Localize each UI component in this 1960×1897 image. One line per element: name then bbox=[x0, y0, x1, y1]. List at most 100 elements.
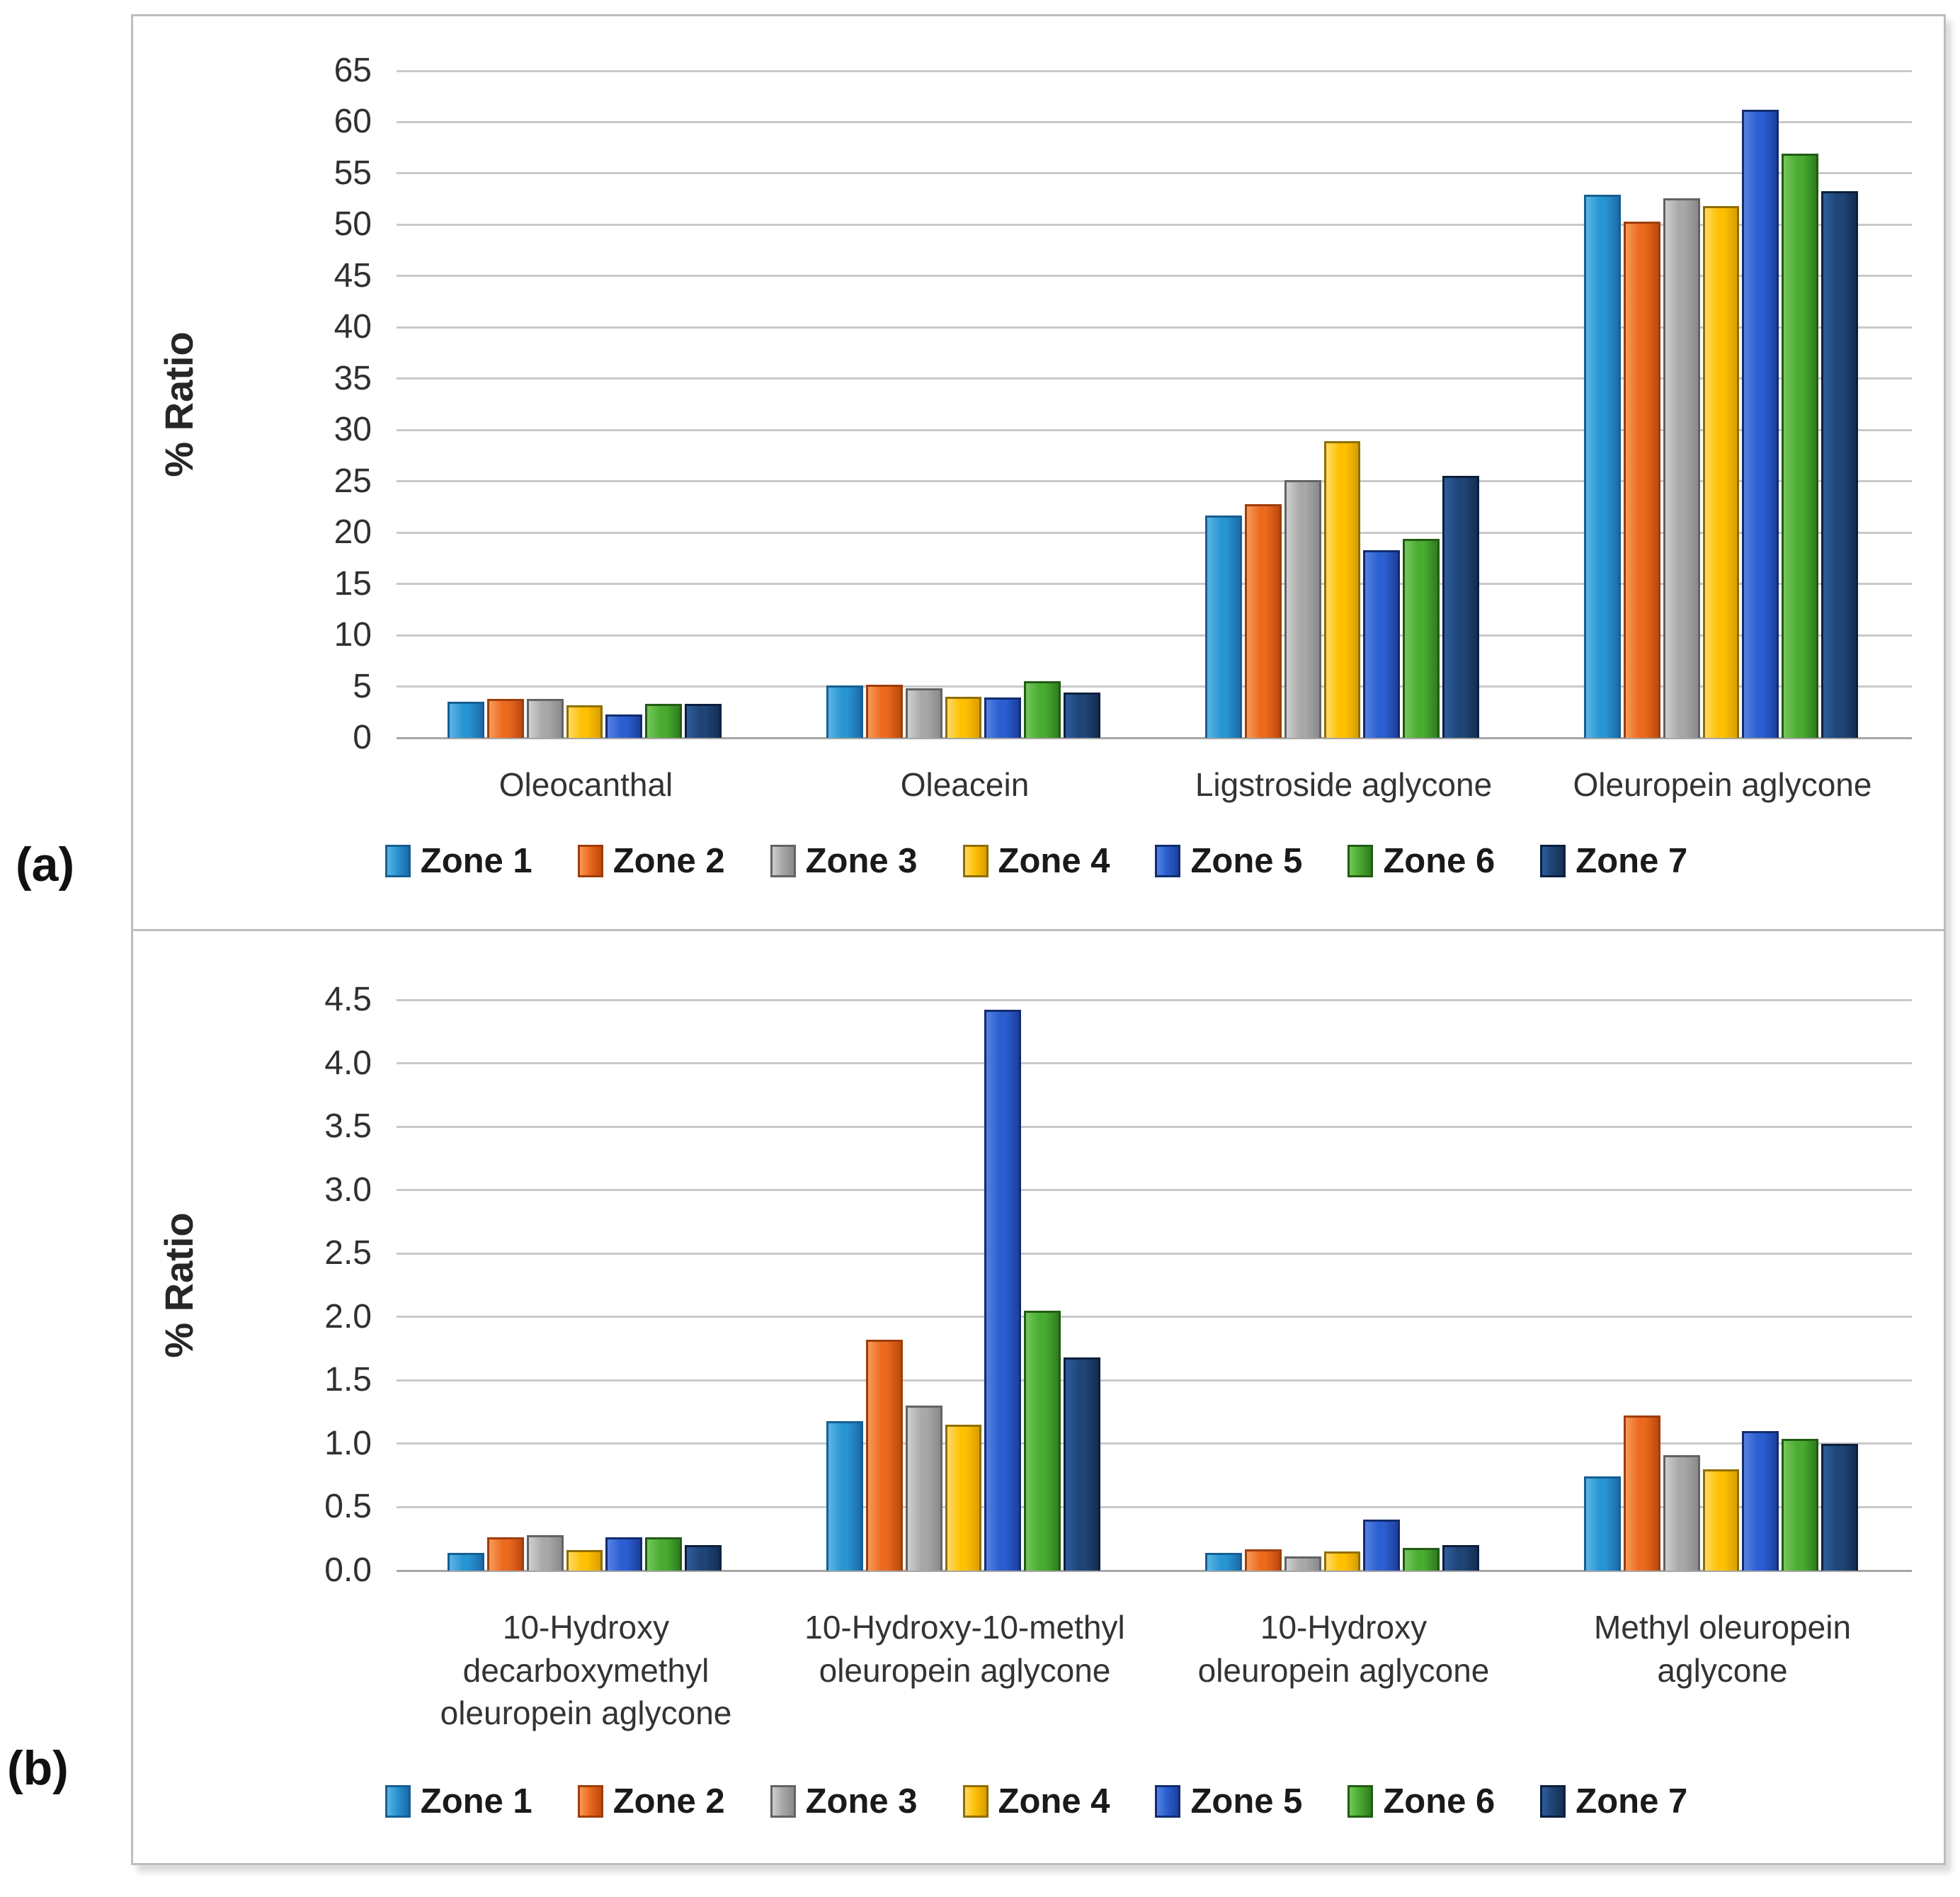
y-gridline bbox=[397, 480, 1912, 483]
bar-zone7-cat2 bbox=[1063, 693, 1100, 738]
y-tick-label: 10 bbox=[334, 616, 372, 654]
bar-zone7-cat1 bbox=[684, 1545, 722, 1571]
x-axis-baseline bbox=[397, 1569, 1912, 1572]
legend-swatch-icon bbox=[1540, 1785, 1566, 1818]
legend-swatch-icon bbox=[1348, 1785, 1374, 1818]
bar-zone7-cat4 bbox=[1821, 1443, 1858, 1571]
bar-zone2-cat3 bbox=[1245, 1549, 1282, 1571]
y-gridline bbox=[397, 1442, 1912, 1445]
legend-swatch-icon bbox=[962, 845, 988, 877]
x-axis-baseline bbox=[397, 736, 1912, 739]
bar-zone1-cat4 bbox=[1584, 195, 1621, 738]
y-tick-label: 35 bbox=[334, 359, 372, 397]
y-tick-label: 1.5 bbox=[324, 1361, 372, 1399]
y-gridline bbox=[397, 1125, 1912, 1128]
y-gridline bbox=[397, 69, 1912, 72]
bar-zone7-cat3 bbox=[1442, 476, 1479, 738]
bar-zone1-cat3 bbox=[1205, 1552, 1242, 1571]
bar-zone5-cat4 bbox=[1742, 1430, 1779, 1571]
y-tick-label: 0.5 bbox=[324, 1488, 372, 1526]
legend-label: Zone 6 bbox=[1383, 1782, 1495, 1821]
y-tick-label: 65 bbox=[334, 52, 372, 89]
y-tick-label: 25 bbox=[334, 462, 372, 500]
y-tick-label: 15 bbox=[334, 564, 372, 603]
bar-zone2-cat2 bbox=[866, 684, 903, 738]
y-gridline bbox=[397, 1252, 1912, 1255]
bar-zone5-cat1 bbox=[605, 1537, 643, 1571]
panel-b-letter: (b) bbox=[7, 1741, 69, 1795]
legend-swatch-icon bbox=[1348, 845, 1374, 877]
bar-zone4-cat2 bbox=[945, 1425, 982, 1571]
y-gridline bbox=[397, 120, 1912, 123]
bar-zone4-cat4 bbox=[1702, 1469, 1740, 1571]
bar-zone3-cat4 bbox=[1663, 1455, 1700, 1571]
y-gridline bbox=[397, 583, 1912, 586]
legend-label: Zone 3 bbox=[805, 1782, 918, 1821]
legend-swatch-icon bbox=[384, 845, 411, 877]
y-tick-label: 30 bbox=[334, 411, 372, 449]
bar-zone1-cat4 bbox=[1584, 1476, 1621, 1571]
x-category-label: 10-Hydroxy decarboxymethyl oleuropein ag… bbox=[440, 1609, 732, 1732]
x-category-label: Oleocanthal bbox=[498, 766, 673, 803]
bar-zone1-cat2 bbox=[826, 685, 863, 738]
legend-swatch-icon bbox=[384, 1785, 411, 1818]
bar-zone5-cat3 bbox=[1363, 1520, 1401, 1571]
bar-zone4-cat4 bbox=[1702, 206, 1740, 738]
legend-label: Zone 1 bbox=[420, 1782, 532, 1821]
bar-zone2-cat3 bbox=[1245, 503, 1282, 738]
legend-item-zone3: Zone 3 bbox=[770, 1782, 918, 1821]
legend-label: Zone 7 bbox=[1576, 1782, 1688, 1821]
y-gridline bbox=[397, 1316, 1912, 1318]
bar-zone2-cat4 bbox=[1624, 1415, 1660, 1571]
bar-zone2-cat1 bbox=[487, 698, 524, 738]
y-tick-label: 2.5 bbox=[324, 1234, 372, 1272]
bar-zone6-cat2 bbox=[1024, 681, 1061, 738]
x-category-label: Oleacein bbox=[900, 766, 1030, 803]
y-tick-label: 20 bbox=[334, 513, 372, 552]
bar-zone4-cat3 bbox=[1323, 1551, 1361, 1571]
bar-zone2-cat2 bbox=[866, 1340, 903, 1571]
legend-swatch-icon bbox=[962, 1785, 988, 1818]
y-tick-label: 45 bbox=[334, 256, 372, 295]
legend-item-zone1: Zone 1 bbox=[384, 841, 532, 881]
legend-item-zone7: Zone 7 bbox=[1540, 841, 1687, 881]
y-gridline bbox=[397, 326, 1912, 329]
panel-a-letter: (a) bbox=[16, 838, 75, 891]
legend-label: Zone 3 bbox=[805, 842, 918, 880]
y-gridline bbox=[397, 172, 1912, 175]
y-tick-label: 40 bbox=[334, 308, 372, 346]
legend-item-zone3: Zone 3 bbox=[770, 841, 918, 881]
bar-zone1-cat3 bbox=[1205, 515, 1242, 738]
legend-item-zone7: Zone 7 bbox=[1540, 1782, 1687, 1821]
legend-label: Zone 5 bbox=[1190, 1782, 1303, 1821]
y-tick-label: 55 bbox=[334, 154, 372, 192]
bar-zone3-cat3 bbox=[1284, 1556, 1321, 1571]
legend-label: Zone 4 bbox=[998, 842, 1110, 880]
legend-label: Zone 6 bbox=[1383, 842, 1495, 880]
bar-zone7-cat3 bbox=[1442, 1545, 1479, 1571]
legend-swatch-icon bbox=[1155, 845, 1181, 877]
bar-zone1-cat1 bbox=[448, 702, 484, 738]
legend-label: Zone 1 bbox=[420, 842, 532, 880]
y-tick-label: 1.0 bbox=[324, 1424, 372, 1462]
y-gridline bbox=[397, 428, 1912, 431]
bar-zone4-cat2 bbox=[945, 697, 982, 738]
bar-zone5-cat3 bbox=[1363, 549, 1401, 738]
y-gridline bbox=[397, 531, 1912, 534]
panel-a-y-axis-title: % Ratio bbox=[156, 331, 201, 477]
y-tick-label: 3.0 bbox=[324, 1170, 372, 1209]
legend-label: Zone 2 bbox=[612, 1782, 725, 1821]
legend-panel-a: Zone 1 Zone 2 Zone 3 Zone 4 Zone 5 Zone 6 Zone… bbox=[131, 841, 1942, 881]
bar-zone4-cat3 bbox=[1323, 441, 1361, 738]
bar-zone1-cat2 bbox=[826, 1420, 863, 1571]
y-gridline bbox=[397, 1379, 1912, 1382]
y-gridline bbox=[397, 1189, 1912, 1192]
bar-zone3-cat1 bbox=[526, 698, 564, 738]
legend-label: Zone 5 bbox=[1190, 842, 1303, 880]
y-tick-label: 5 bbox=[353, 667, 372, 705]
bar-zone4-cat1 bbox=[566, 705, 603, 738]
legend-label: Zone 2 bbox=[612, 842, 725, 880]
legend-item-zone6: Zone 6 bbox=[1348, 1782, 1495, 1821]
legend-label: Zone 4 bbox=[998, 1782, 1110, 1821]
